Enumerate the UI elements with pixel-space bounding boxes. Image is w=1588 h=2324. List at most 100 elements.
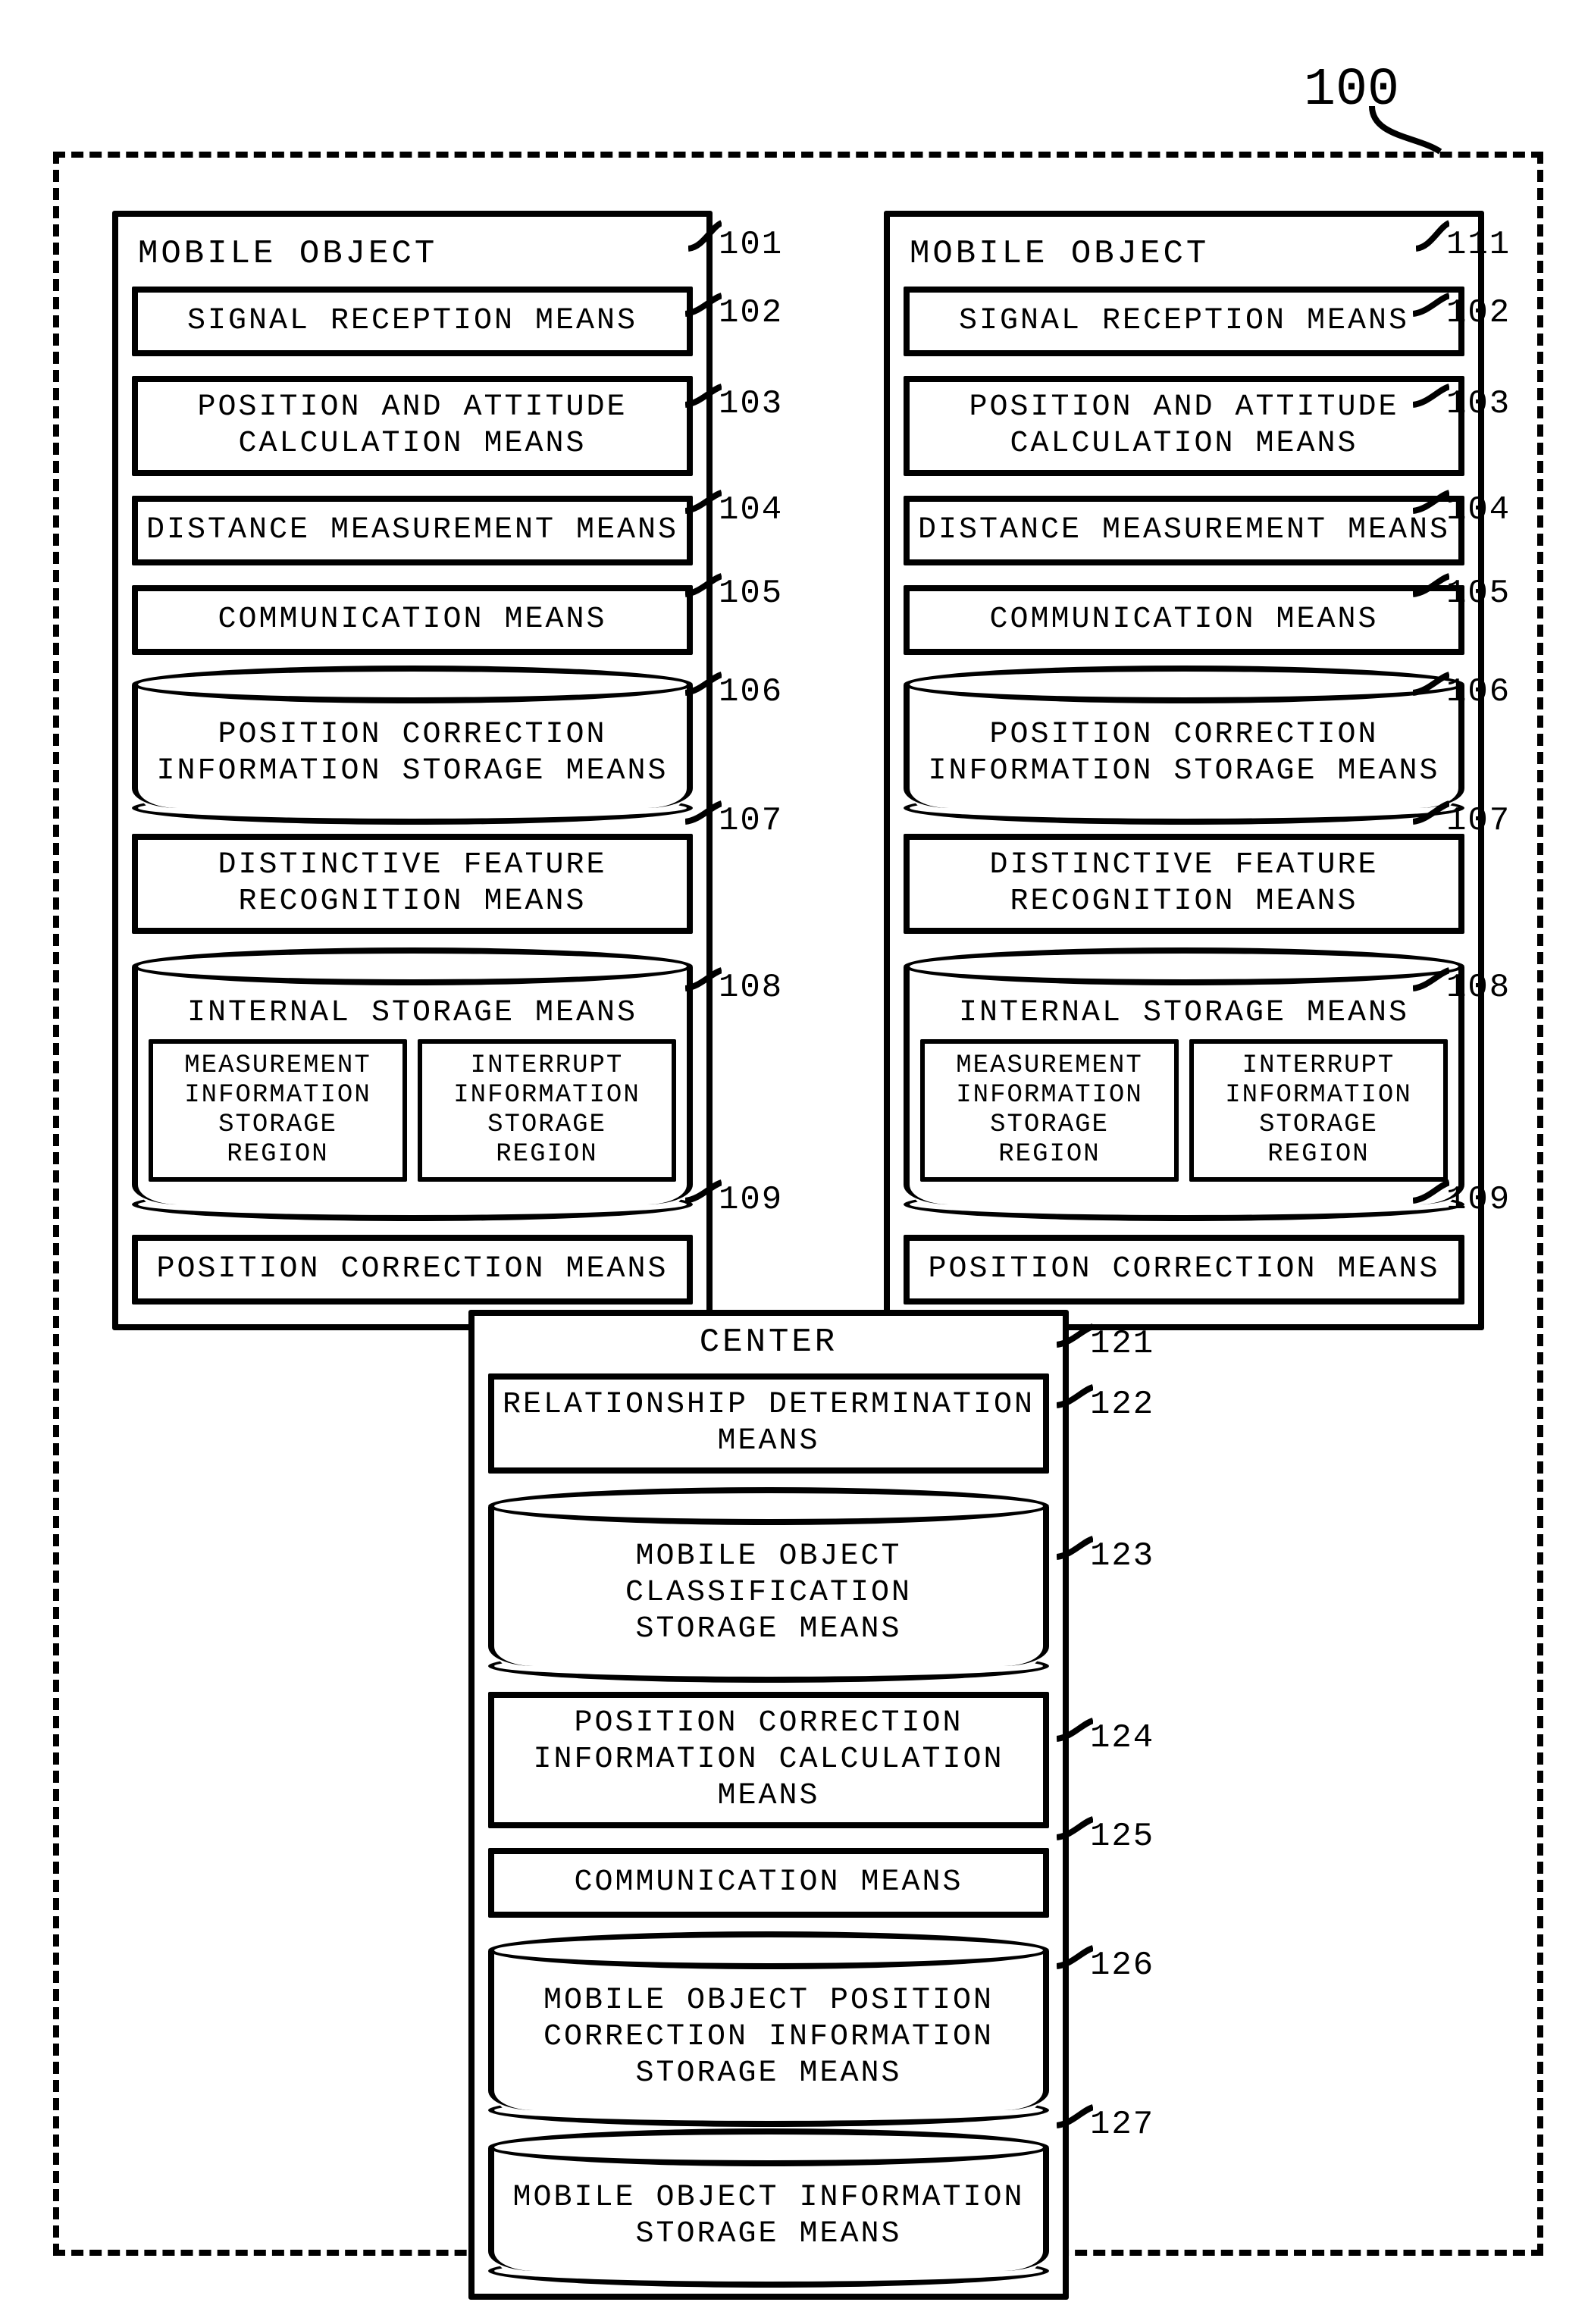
isr-l1b: INTERRUPT	[1242, 1051, 1395, 1080]
ref-125: 125	[1090, 1818, 1154, 1856]
ref-109-b: 109	[1446, 1181, 1511, 1219]
mobile-object-a: MOBILE OBJECT SIGNAL RECEPTION MEANS POS…	[112, 211, 713, 1330]
pa-line2: CALCULATION MEANS	[238, 427, 586, 461]
moc-l1: MOBILE OBJECT	[635, 1539, 901, 1574]
moc-text: MOBILE OBJECT CLASSIFICATION STORAGE MEA…	[502, 1536, 1035, 1648]
mopcs-l1: MOBILE OBJECT POSITION	[543, 1984, 994, 2018]
mobile-object-b-title: MOBILE OBJECT	[910, 235, 1464, 273]
msr-l1: MEASUREMENT	[184, 1051, 371, 1080]
pcc-l2: INFORMATION CALCULATION	[533, 1743, 1004, 1777]
row-distance-measurement-a: DISTANCE MEASUREMENT MEANS	[132, 496, 693, 565]
msr-l2b: INFORMATION	[956, 1081, 1142, 1110]
signal-reception-means-b: SIGNAL RECEPTION MEANS	[904, 287, 1464, 356]
rd-l1: RELATIONSHIP DETERMINATION	[503, 1388, 1035, 1422]
figure-root: 100 MOBILE OBJECT SIGNAL RECEPTION MEANS…	[0, 0, 1588, 2324]
mobile-objects-pair: MOBILE OBJECT SIGNAL RECEPTION MEANS POS…	[112, 211, 1484, 1330]
ref-127: 127	[1090, 2106, 1154, 2144]
mo-info-storage: MOBILE OBJECT INFORMATION STORAGE MEANS	[488, 2148, 1049, 2271]
measurement-region-b: MEASUREMENT INFORMATION STORAGE REGION	[920, 1039, 1179, 1182]
ref-102-a: 102	[719, 294, 783, 332]
row-communication-a: COMMUNICATION MEANS	[132, 585, 693, 655]
relationship-determination-means: RELATIONSHIP DETERMINATION MEANS	[488, 1373, 1049, 1474]
row-position-correction-b: POSITION CORRECTION MEANS	[904, 1235, 1464, 1305]
mopcs-l3: STORAGE MEANS	[635, 2056, 901, 2091]
row-distinctive-feature-a: DISTINCTIVE FEATURE RECOGNITION MEANS	[132, 834, 693, 934]
system-ref-label: 100	[1304, 61, 1399, 121]
msr-l2: INFORMATION	[184, 1081, 371, 1110]
msr-l3b: STORAGE	[990, 1110, 1109, 1139]
row-mobile-object-classification: MOBILE OBJECT CLASSIFICATION STORAGE MEA…	[488, 1507, 1049, 1666]
isr-l4b: REGION	[1267, 1140, 1369, 1169]
ref-107-b: 107	[1446, 802, 1511, 840]
ref-105-a: 105	[719, 575, 783, 612]
msr-l4b: REGION	[998, 1140, 1100, 1169]
ref-122: 122	[1090, 1386, 1154, 1424]
distance-measurement-means-b: DISTANCE MEASUREMENT MEANS	[904, 496, 1464, 565]
mobile-object-b: MOBILE OBJECT SIGNAL RECEPTION MEANS POS…	[884, 211, 1484, 1330]
ref-103-b: 103	[1446, 385, 1511, 423]
row-relationship-determination: RELATIONSHIP DETERMINATION MEANS	[488, 1373, 1049, 1474]
communication-means-a: COMMUNICATION MEANS	[132, 585, 693, 655]
ism-title-a: INTERNAL STORAGE MEANS	[149, 996, 676, 1030]
ref-126: 126	[1090, 1947, 1154, 1984]
row-mo-position-correction-storage: MOBILE OBJECT POSITION CORRECTION INFORM…	[488, 1951, 1049, 2110]
pcc-l3: MEANS	[717, 1779, 819, 1813]
pa-l2b: CALCULATION MEANS	[1010, 427, 1358, 461]
row-signal-reception-a: SIGNAL RECEPTION MEANS	[132, 287, 693, 356]
isr-l3: STORAGE	[487, 1110, 606, 1139]
pcs-l2: INFORMATION STORAGE MEANS	[156, 754, 668, 788]
ref-105-b: 105	[1446, 575, 1511, 612]
df-l2b: RECOGNITION MEANS	[1010, 885, 1358, 919]
mo-position-correction-storage: MOBILE OBJECT POSITION CORRECTION INFORM…	[488, 1951, 1049, 2110]
measurement-region-a: MEASUREMENT INFORMATION STORAGE REGION	[149, 1039, 407, 1182]
pcs-l1: POSITION CORRECTION	[218, 718, 606, 752]
ref-109-a: 109	[719, 1181, 783, 1219]
position-correction-storage-means-b: POSITION CORRECTION INFORMATION STORAGE …	[904, 685, 1464, 808]
ref-121: 121	[1090, 1325, 1154, 1363]
isr-l2b: INFORMATION	[1225, 1081, 1411, 1110]
system-dashed-frame: MOBILE OBJECT SIGNAL RECEPTION MEANS POS…	[53, 152, 1543, 2256]
row-distinctive-feature-b: DISTINCTIVE FEATURE RECOGNITION MEANS	[904, 834, 1464, 934]
signal-reception-means-a: SIGNAL RECEPTION MEANS	[132, 287, 693, 356]
row-distance-measurement-b: DISTANCE MEASUREMENT MEANS	[904, 496, 1464, 565]
center-communication-means: COMMUNICATION MEANS	[488, 1848, 1049, 1918]
row-communication-b: COMMUNICATION MEANS	[904, 585, 1464, 655]
msr-l4: REGION	[227, 1140, 328, 1169]
center-title: CENTER	[488, 1323, 1049, 1361]
mobile-object-a-title: MOBILE OBJECT	[138, 235, 693, 273]
ref-101: 101	[719, 226, 783, 264]
msr-l1b: MEASUREMENT	[956, 1051, 1142, 1080]
pcs-text-a: POSITION CORRECTION INFORMATION STORAGE …	[146, 714, 679, 790]
row-internal-storage-a: INTERNAL STORAGE MEANS MEASUREMENT INFOR…	[132, 967, 693, 1204]
row-position-correction-storage-b: POSITION CORRECTION INFORMATION STORAGE …	[904, 685, 1464, 808]
isr-l1: INTERRUPT	[471, 1051, 624, 1080]
position-attitude-means-a: POSITION AND ATTITUDE CALCULATION MEANS	[132, 376, 693, 476]
distinctive-feature-means-b: DISTINCTIVE FEATURE RECOGNITION MEANS	[904, 834, 1464, 934]
row-position-correction-storage-a: POSITION CORRECTION INFORMATION STORAGE …	[132, 685, 693, 808]
isr-l3b: STORAGE	[1259, 1110, 1378, 1139]
mopcs-text: MOBILE OBJECT POSITION CORRECTION INFORM…	[502, 1980, 1035, 2092]
moc-l2: CLASSIFICATION	[625, 1576, 912, 1610]
row-position-attitude-a: POSITION AND ATTITUDE CALCULATION MEANS	[132, 376, 693, 476]
internal-storage-means-b: INTERNAL STORAGE MEANS MEASUREMENT INFOR…	[904, 967, 1464, 1204]
ref-106-b: 106	[1446, 673, 1511, 711]
ref-104-a: 104	[719, 491, 783, 529]
interrupt-region-a: INTERRUPT INFORMATION STORAGE REGION	[418, 1039, 676, 1182]
ref-123: 123	[1090, 1537, 1154, 1575]
row-internal-storage-b: INTERNAL STORAGE MEANS MEASUREMENT INFOR…	[904, 967, 1464, 1204]
ism-subgrid-b: MEASUREMENT INFORMATION STORAGE REGION I…	[920, 1039, 1448, 1182]
moc-l3: STORAGE MEANS	[635, 1612, 901, 1646]
row-center-communication: COMMUNICATION MEANS	[488, 1848, 1049, 1918]
communication-means-b: COMMUNICATION MEANS	[904, 585, 1464, 655]
position-correction-calc-means: POSITION CORRECTION INFORMATION CALCULAT…	[488, 1692, 1049, 1828]
ref-103-a: 103	[719, 385, 783, 423]
ref-104-b: 104	[1446, 491, 1511, 529]
mois-text: MOBILE OBJECT INFORMATION STORAGE MEANS	[502, 2177, 1035, 2253]
ref-102-b: 102	[1446, 294, 1511, 332]
msr-l3: STORAGE	[218, 1110, 337, 1139]
ism-title-b: INTERNAL STORAGE MEANS	[920, 996, 1448, 1030]
isr-l4: REGION	[496, 1140, 597, 1169]
distinctive-feature-means-a: DISTINCTIVE FEATURE RECOGNITION MEANS	[132, 834, 693, 934]
interrupt-region-b: INTERRUPT INFORMATION STORAGE REGION	[1189, 1039, 1448, 1182]
pcs-text-b: POSITION CORRECTION INFORMATION STORAGE …	[917, 714, 1451, 790]
